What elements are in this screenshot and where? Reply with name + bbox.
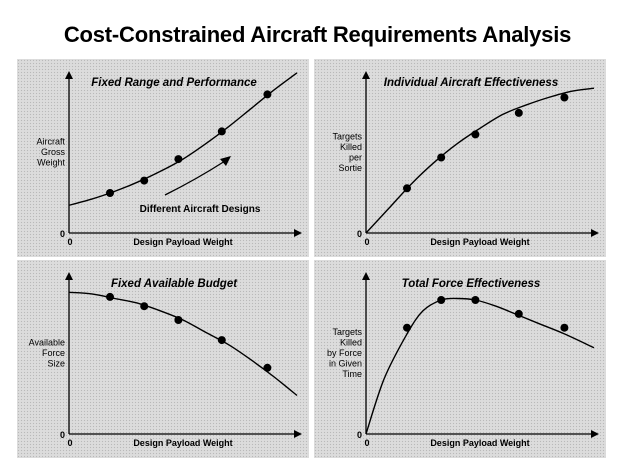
y-axis-label-line: Weight	[37, 158, 65, 168]
x-origin-label: 0	[67, 438, 72, 448]
data-point	[471, 130, 480, 139]
y-origin-label: 0	[60, 229, 65, 239]
chart-panel-total-force: Total Force Effectiveness 0 0 Design Payloa…	[314, 260, 606, 458]
data-point	[106, 189, 114, 197]
data-point	[437, 296, 446, 304]
y-origin-label: 0	[357, 430, 362, 440]
data-point	[217, 336, 226, 345]
data-point	[140, 302, 149, 311]
y-axis-label-line: Available	[29, 338, 65, 348]
chart-svg: Fixed Available Budget 00 Design Payload W…	[29, 272, 302, 448]
y-axis-label-line: Sortie	[338, 163, 362, 173]
series-curve	[365, 87, 595, 234]
chart-svg: Total Force Effectiveness 00 Design Payloa…	[327, 272, 599, 448]
x-axis-label: Design Payload Weight	[133, 237, 232, 247]
y-axis-arrow	[362, 272, 370, 280]
data-point	[106, 292, 114, 301]
data-point	[560, 323, 569, 332]
y-axis-label-line: Killed	[340, 142, 362, 152]
x-origin-label: 0	[364, 438, 369, 448]
series-curve	[365, 297, 595, 435]
page-title: Cost-Constrained Aircraft Requirements A…	[63, 22, 572, 47]
x-axis-label: Design Payload Weight	[133, 438, 232, 448]
chart-title: Fixed Available Budget	[111, 278, 238, 290]
y-axis-label-line: per	[349, 152, 362, 162]
y-axis-label-line: by Force	[327, 348, 362, 358]
data-point	[140, 176, 149, 185]
x-origin-label: 0	[67, 237, 72, 247]
chart-svg: Individual Aircraft Effectiveness 00 Desig…	[332, 71, 599, 247]
y-axis-label-line: in Given	[329, 359, 362, 369]
data-point	[217, 127, 226, 136]
data-point	[263, 363, 272, 372]
data-point	[560, 93, 569, 102]
y-axis-label-line: Aircraft	[36, 137, 65, 147]
x-axis-label: Design Payload Weight	[430, 438, 529, 448]
data-point	[514, 108, 523, 117]
x-axis-arrow	[294, 430, 302, 438]
data-point	[403, 323, 411, 332]
data-point	[174, 155, 183, 164]
y-axis-arrow	[65, 71, 73, 79]
chart-panel-fixed-range: Fixed Range and Performance 0 0 Design Payl…	[17, 59, 309, 257]
x-axis-arrow	[591, 430, 599, 438]
data-point	[514, 309, 523, 318]
x-axis-arrow	[591, 229, 599, 237]
chart-title: Individual Aircraft Effectiveness	[384, 77, 558, 89]
y-axis-label-line: Time	[342, 369, 362, 379]
series-curve	[68, 291, 298, 397]
y-axis-label-line: Killed	[340, 338, 362, 348]
data-point	[263, 90, 272, 99]
y-axis-label-line: Force	[42, 348, 65, 358]
data-point	[471, 296, 480, 304]
data-point	[403, 184, 411, 193]
annotation-arrowhead	[220, 156, 231, 166]
y-axis-arrow	[65, 272, 73, 280]
y-origin-label: 0	[60, 430, 65, 440]
data-point	[437, 153, 446, 162]
chart-title: Fixed Range and Performance	[91, 77, 257, 89]
y-axis-label-line: Gross	[41, 147, 66, 157]
chart-panel-individual-effectiveness: Individual Aircraft Effectiveness 0 0 Desig…	[314, 59, 606, 257]
chart-svg: Fixed Range and Performance 00 Design Payl…	[36, 71, 302, 247]
y-origin-label: 0	[357, 229, 362, 239]
annotation-label: Different Aircraft Designs	[140, 204, 261, 215]
data-point	[174, 316, 183, 324]
y-axis-arrow	[362, 71, 370, 79]
y-axis-label-line: Targets	[332, 327, 362, 337]
x-axis-arrow	[294, 229, 302, 237]
annotation-arrow-line	[164, 160, 226, 196]
y-axis-label-line: Targets	[332, 131, 362, 141]
x-axis-label: Design Payload Weight	[430, 237, 529, 247]
x-origin-label: 0	[364, 237, 369, 247]
y-axis-label-line: Size	[47, 359, 65, 369]
chart-panel-fixed-budget: Fixed Available Budget 0 0 Design Payload W…	[17, 260, 309, 458]
chart-title: Total Force Effectiveness	[402, 278, 541, 290]
